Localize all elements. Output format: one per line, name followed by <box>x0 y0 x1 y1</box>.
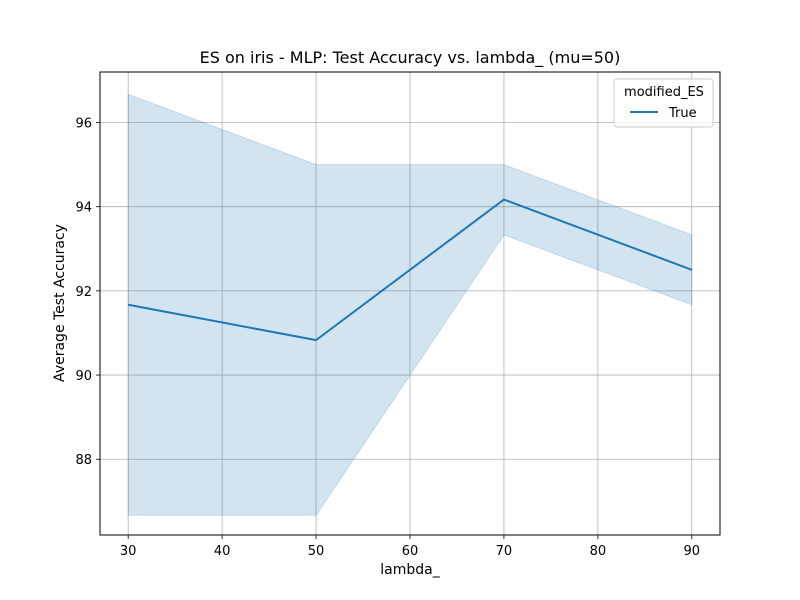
confidence-bands <box>127 93 693 516</box>
y-tick-label: 92 <box>75 285 92 300</box>
y-tick-label: 90 <box>75 369 92 384</box>
grid-lines <box>100 72 720 535</box>
x-tick-label: 70 <box>496 544 513 559</box>
legend-title: modified_ES <box>624 85 704 100</box>
y-tick-label: 96 <box>75 117 92 132</box>
y-axis-label: Average Test Accuracy <box>52 224 68 382</box>
series-line-0 <box>127 198 693 342</box>
x-axis-label: lambda_ <box>380 562 440 578</box>
x-tick-label: 80 <box>590 544 607 559</box>
x-tick-label: 30 <box>120 544 137 559</box>
series-lines <box>127 198 693 342</box>
x-tick-label: 90 <box>684 544 701 559</box>
x-tick-label: 40 <box>214 544 231 559</box>
x-tick-label: 60 <box>402 544 419 559</box>
legend: modified_ES True <box>613 78 714 128</box>
x-tick-label: 50 <box>308 544 325 559</box>
y-tick-label: 88 <box>75 453 92 468</box>
legend-label-true: True <box>668 106 697 121</box>
chart-title: ES on iris - MLP: Test Accuracy vs. lamb… <box>200 48 621 68</box>
legend-box <box>613 78 714 128</box>
confidence-band-0 <box>127 93 693 516</box>
y-axis-ticks: 88 90 92 94 96 <box>75 117 100 468</box>
y-tick-label: 94 <box>75 201 92 216</box>
x-axis-ticks: 30 40 50 60 70 80 90 <box>120 535 700 559</box>
